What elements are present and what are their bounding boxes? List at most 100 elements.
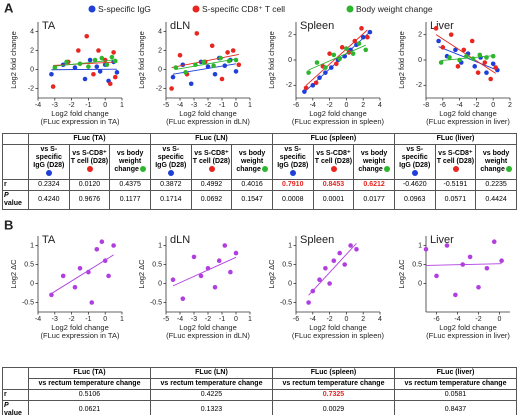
data-point bbox=[111, 243, 116, 248]
y-tick-label: 4 bbox=[30, 28, 34, 35]
data-point bbox=[225, 50, 230, 55]
group-header: FLuc (liver) bbox=[394, 367, 517, 379]
data-point bbox=[96, 48, 101, 53]
data-point bbox=[433, 26, 439, 31]
value-cell: -0.4620 bbox=[393, 179, 436, 191]
data-point bbox=[423, 247, 429, 252]
data-point bbox=[331, 258, 337, 264]
legend-label: S-specific CD8⁺ T cell bbox=[202, 4, 285, 14]
x-tick-label: 0 bbox=[344, 102, 348, 109]
data-point bbox=[107, 81, 113, 87]
value-cell: 0.0001 bbox=[312, 190, 355, 210]
data-point bbox=[477, 52, 483, 58]
y-tick-label: 0 bbox=[158, 280, 162, 287]
subheader-text: vs body weight change bbox=[480, 150, 510, 173]
data-point bbox=[306, 300, 311, 305]
legend-label: Body weight change bbox=[356, 4, 433, 14]
data-point bbox=[363, 47, 369, 53]
data-point bbox=[491, 239, 497, 244]
x-tick-label: -2 bbox=[475, 316, 481, 323]
table-a: FLuc (TA) FLuc (LN) FLuc (spleen) FLuc (liv… bbox=[2, 133, 518, 210]
x-tick-label: 1 bbox=[120, 102, 124, 109]
value-cell: 0.4016 bbox=[231, 179, 273, 191]
group-header: FLuc (TA) bbox=[28, 133, 151, 145]
data-point bbox=[91, 71, 96, 77]
data-point bbox=[49, 71, 54, 77]
group-header: FLuc (TA) bbox=[28, 367, 151, 379]
data-point bbox=[92, 57, 98, 63]
data-point bbox=[475, 70, 481, 75]
x-tick-label: 4 bbox=[378, 316, 382, 323]
y-tick-label: 1 bbox=[288, 242, 292, 249]
legend-marker bbox=[346, 5, 354, 13]
y-tick-label: 0 bbox=[418, 280, 422, 287]
y-tick-label: 1 bbox=[158, 242, 162, 249]
data-point bbox=[436, 38, 441, 44]
data-row: r 0.2324 0.0120 0.4375 0.3872 0.4992 0.4016 0.7… bbox=[2, 179, 517, 191]
subheader: vs rectum temperature change bbox=[272, 378, 395, 390]
x-tick-label: 0 bbox=[344, 316, 348, 323]
x-tick-label: -5 bbox=[163, 316, 169, 323]
data-point bbox=[328, 65, 334, 70]
data-point bbox=[472, 64, 478, 69]
data-point bbox=[444, 243, 450, 248]
x-tick-label: -3 bbox=[52, 316, 58, 323]
value-cell: 0.0120 bbox=[68, 179, 111, 191]
y-axis-label: Log2 ΔC bbox=[267, 259, 276, 289]
x-tick-label: -3 bbox=[191, 316, 197, 323]
data-point bbox=[236, 62, 242, 68]
data-point bbox=[222, 243, 228, 248]
x-axis-label: Log2 fold change bbox=[309, 323, 367, 332]
y-tick-label: 2 bbox=[158, 47, 162, 54]
y-tick-label: -2 bbox=[286, 82, 292, 89]
trend-line bbox=[308, 243, 357, 296]
chart-title: dLN bbox=[170, 234, 190, 246]
data-point bbox=[302, 89, 307, 94]
legend-dot bbox=[261, 166, 268, 173]
x-tick-label: -2 bbox=[326, 316, 332, 323]
table-b: FLuc (TA) FLuc (LN) FLuc (spleen) FLuc (liv… bbox=[2, 367, 517, 415]
y-axis-label: Log2 fold change bbox=[9, 31, 18, 89]
x-tick-label: -2 bbox=[205, 316, 211, 323]
data-point bbox=[170, 74, 176, 80]
legend-dot bbox=[86, 166, 93, 173]
data-point bbox=[490, 53, 496, 59]
x-tick-label: 0 bbox=[234, 316, 238, 323]
y-tick-label: 2 bbox=[288, 32, 292, 39]
data-point bbox=[434, 273, 439, 279]
data-point bbox=[86, 64, 91, 69]
legend-dot bbox=[290, 170, 297, 177]
data-point bbox=[194, 31, 200, 36]
data-point bbox=[52, 65, 58, 70]
legend-dot bbox=[412, 170, 419, 177]
data-point bbox=[365, 34, 370, 40]
legend-dot bbox=[208, 166, 215, 173]
subheader-text: vs S-specific IgG (D28) bbox=[155, 146, 187, 169]
legend-dot bbox=[139, 166, 146, 173]
y-tick-label: 0 bbox=[288, 57, 292, 64]
trend-line bbox=[51, 68, 117, 71]
subheader: vs S-specific IgG (D28) bbox=[28, 144, 70, 180]
x-axis-label: (FLuc expression in dLN) bbox=[166, 117, 250, 126]
x-tick-label: 2 bbox=[508, 102, 512, 109]
value-cell: 0.0008 bbox=[271, 190, 314, 210]
data-point bbox=[76, 48, 81, 53]
subheader: vs S-specific IgG (D28) bbox=[149, 144, 192, 180]
data-point bbox=[313, 80, 319, 86]
x-tick-label: -6 bbox=[433, 316, 439, 323]
legend-dot bbox=[452, 166, 459, 173]
x-tick-label: -6 bbox=[293, 316, 299, 323]
subheader: vs rectum temperature change bbox=[150, 378, 273, 390]
value-cell: -0.5191 bbox=[434, 179, 477, 191]
data-point bbox=[77, 61, 83, 67]
chart-title: Liver bbox=[430, 234, 454, 246]
data-point bbox=[211, 63, 216, 68]
x-tick-label: -4 bbox=[35, 102, 41, 109]
value-cell: 0.6212 bbox=[353, 179, 395, 191]
data-point bbox=[317, 75, 322, 81]
x-tick-label: -1 bbox=[85, 316, 91, 323]
y-tick-label: -2 bbox=[156, 85, 162, 92]
x-axis-label: Log2 fold change bbox=[179, 109, 237, 118]
x-tick-label: 0 bbox=[103, 316, 107, 323]
x-tick-label: -4 bbox=[310, 102, 316, 109]
